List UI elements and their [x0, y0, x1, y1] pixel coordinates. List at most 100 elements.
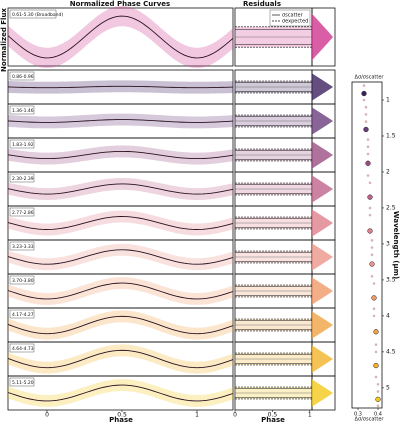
scatter-band [8, 178, 233, 200]
right-top-label: Δσ/σscatter [355, 75, 385, 81]
point [370, 253, 374, 257]
x-tick-label: 0.3 [354, 412, 362, 418]
point [374, 350, 378, 354]
label-box [9, 207, 35, 217]
band-point [365, 160, 371, 166]
histogram [312, 73, 333, 101]
label-box [9, 343, 35, 353]
x-tick-label: 0.5 [268, 412, 278, 419]
title-mid: Residuals [243, 0, 281, 8]
scatter-band [8, 277, 233, 305]
panel-label: 4.64-4.73 [12, 346, 34, 352]
point [366, 145, 370, 149]
label-box [9, 275, 35, 285]
x-tick-label: 1 [195, 412, 199, 419]
point [364, 105, 368, 109]
point [366, 138, 370, 141]
histogram [312, 13, 333, 61]
x-label: Phase [261, 416, 285, 424]
histogram [312, 107, 333, 135]
histogram [312, 379, 333, 407]
band-point [373, 329, 379, 335]
legend-label: σexpected [282, 19, 308, 25]
histogram [312, 311, 333, 339]
point [364, 120, 368, 123]
point [370, 246, 374, 249]
point [372, 307, 376, 310]
y-tick-label: 4 [386, 312, 390, 319]
scatter-band [8, 210, 233, 236]
model-curve [7, 384, 234, 402]
point [366, 152, 370, 156]
y-tick-label: 1 [386, 96, 390, 103]
band-point [367, 194, 373, 200]
point [366, 174, 370, 177]
histogram [312, 209, 333, 237]
y-tick-label: 3 [386, 240, 390, 247]
point [376, 390, 380, 393]
band-point [363, 126, 369, 133]
title-left: Normalized Phase Curves [70, 0, 170, 8]
point [374, 343, 378, 346]
x-tick-label: 0 [233, 412, 237, 419]
point [372, 282, 376, 285]
panel-label: 0.86-0.96 [12, 74, 34, 80]
panel-label: 3.70-3.80 [12, 278, 34, 284]
model-curve [7, 282, 234, 300]
panel-frame [7, 7, 234, 67]
legend-label: σscatter [282, 13, 304, 19]
panel-label: 1.83-1.92 [12, 142, 34, 148]
point [364, 113, 368, 116]
model-curve [7, 85, 234, 89]
y-tick-label: 2.5 [386, 204, 396, 211]
panel-label: 3.23-3.33 [12, 244, 34, 250]
histogram [312, 243, 333, 271]
scatter-band [8, 113, 233, 129]
panel-label: 2.77-2.86 [12, 210, 34, 216]
point [362, 84, 366, 87]
x-tick-label: 0 [45, 412, 49, 419]
band-point [367, 228, 373, 234]
band-point [371, 295, 377, 301]
point [370, 239, 374, 242]
y-tick-label: 2 [386, 168, 390, 175]
point [368, 206, 372, 210]
model-curve [7, 216, 234, 230]
histogram [312, 175, 333, 203]
x-label: Phase [109, 416, 133, 424]
model-curve [7, 315, 234, 335]
label-box [9, 139, 35, 149]
model-curve [7, 119, 234, 123]
scatter-band [8, 310, 233, 340]
legend-box [269, 9, 311, 27]
point [368, 181, 372, 185]
model-curve [7, 249, 234, 265]
panel-label: 1.36-1.46 [12, 108, 34, 114]
band-point [369, 261, 375, 267]
scatter-band [8, 80, 233, 94]
histogram [312, 141, 333, 169]
panel-label: 0.61-5.30 (Broadband) [12, 12, 63, 18]
y-tick-label: 5 [386, 384, 390, 391]
label-box [9, 9, 57, 19]
y-tick-label: 4.5 [386, 348, 396, 355]
point [362, 98, 366, 102]
model-curve [7, 349, 234, 369]
point [376, 382, 380, 386]
model-curve [7, 183, 234, 195]
band-point [361, 90, 367, 97]
x-tick-label: 0.5 [117, 412, 127, 419]
label-box [9, 377, 35, 387]
label-box [9, 309, 35, 319]
band-point [373, 362, 379, 369]
scatter-band [8, 344, 233, 374]
scatter-band [8, 379, 233, 407]
point [368, 213, 372, 217]
right-y-label: Wavelength (μm) [392, 211, 400, 279]
y-tick-label: 1.5 [386, 132, 396, 139]
x-tick-label: 1 [308, 412, 312, 419]
model-curve [7, 150, 234, 160]
right-bottom-label: Δσ/σscatter [355, 417, 385, 423]
point [374, 375, 378, 379]
